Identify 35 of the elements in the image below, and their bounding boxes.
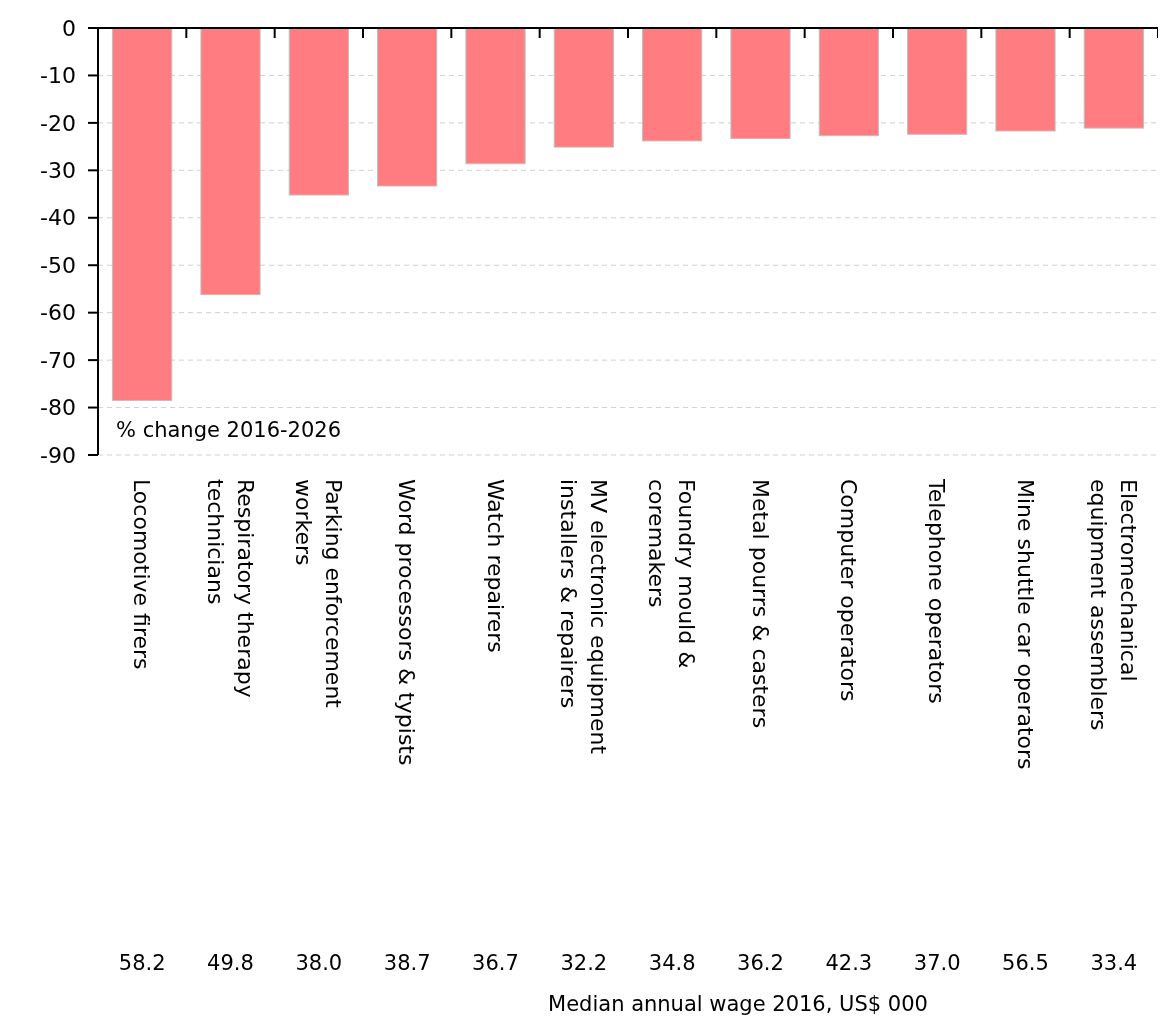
x-tick-label: Watch repairers	[482, 479, 508, 653]
y-tick-label: -30	[40, 158, 76, 184]
y-tick-label: -70	[40, 347, 76, 373]
x-tick-label: Respiratory therapy technicians	[202, 479, 258, 698]
y-tick-label: -10	[40, 63, 76, 89]
x-tick-label: Metal pourrs & casters	[747, 479, 773, 729]
y-tick-label: -20	[40, 110, 76, 136]
x-tick-label: Computer operators	[836, 479, 862, 702]
text: 42.3	[825, 951, 873, 975]
x-tick-label: Locomotive firers	[129, 479, 155, 670]
x-tick-label: MV electronic equipment installers & repairers	[556, 479, 612, 755]
text: 36.7	[472, 951, 519, 975]
text: 36.2	[737, 951, 784, 975]
text: 38.7	[383, 951, 431, 975]
y-tick-label: 0	[62, 15, 76, 41]
text: 34.8	[648, 951, 696, 975]
y-tick-label: -90	[40, 442, 76, 468]
y-tick-label: -50	[40, 252, 76, 278]
y-tick-label: -40	[40, 205, 76, 231]
x-tick-label: Word processors & typists	[394, 479, 420, 766]
x-tick-label: Mine shuttle car operators	[1012, 479, 1038, 770]
text: 38.0	[295, 951, 343, 975]
x-tick-label: Telephone operators	[924, 478, 950, 704]
text: 56.5	[1002, 951, 1049, 975]
y-axis-title: % change 2016-2026	[116, 418, 342, 442]
text: 33.4	[1090, 951, 1138, 975]
text: 37.0	[913, 951, 961, 975]
text: 32.2	[560, 951, 608, 975]
text: 49.8	[207, 951, 254, 975]
x-tick-label: Electromechanical equipment assemblers	[1086, 479, 1142, 731]
text: 58.2	[118, 951, 166, 975]
y-tick-label: -60	[40, 300, 76, 326]
text: Median annual wage 2016, US$ 000	[548, 992, 928, 1016]
x-tick-label: Parking enforcement workers	[291, 479, 347, 709]
y-tick-label: -80	[40, 395, 76, 421]
